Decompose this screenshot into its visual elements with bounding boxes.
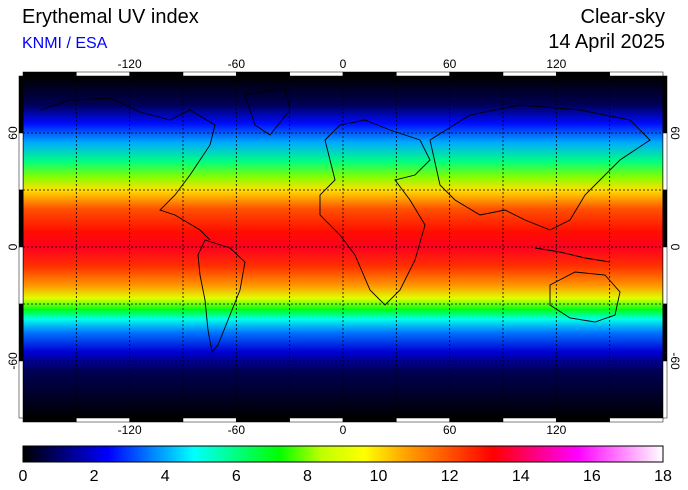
frame-scale-segment	[129, 71, 184, 77]
colorbar-tick-label: 4	[161, 468, 170, 485]
frame-scale-segment	[18, 360, 24, 419]
frame-scale-segment	[289, 71, 344, 77]
frame-scale-segment	[76, 71, 130, 77]
frame-scale-segment	[182, 417, 237, 423]
frame-scale-segment	[449, 71, 504, 77]
map-date: 14 April 2025	[548, 31, 665, 53]
longitude-labels-top: -120 -60 0 60 120	[118, 57, 567, 71]
longitude-tick-label: 60	[443, 57, 457, 71]
frame-scale-segment	[18, 189, 24, 248]
frame-scale-segment	[18, 132, 24, 191]
frame-scale-segment	[556, 417, 610, 423]
longitude-tick-label: -60	[228, 423, 246, 437]
colorbar-tick-label: 16	[583, 468, 601, 485]
frame-scale-segment	[236, 71, 290, 77]
frame-scale-segment	[662, 360, 668, 419]
frame-scale-segment	[502, 71, 557, 77]
colorbar-labels: 0 2 4 6 8 10 12 14 16 18	[19, 468, 672, 485]
frame-scale-segment	[18, 246, 24, 305]
frame-scale-segment	[236, 417, 290, 423]
colorbar-tick-label: 0	[19, 468, 28, 485]
colorbar-tick-label: 10	[370, 468, 388, 485]
frame-scale-segment	[449, 417, 504, 423]
frame-scale-segment	[609, 417, 664, 423]
sky-condition-label: Clear-sky	[580, 6, 665, 28]
coastline-south-america	[197, 239, 246, 354]
frame-scale-segment	[18, 75, 24, 134]
coastline-north-america	[39, 97, 216, 241]
frame-scale-segment	[129, 417, 184, 423]
frame-scale-segment	[662, 132, 668, 191]
frame-scale-segment	[662, 75, 668, 134]
frame-scale-segment	[76, 417, 130, 423]
frame-scale-segment	[289, 417, 344, 423]
map-title: Erythemal UV index	[22, 6, 199, 28]
frame-scale-segment	[662, 303, 668, 362]
longitude-tick-label: 0	[340, 423, 347, 437]
frame-scale-segment	[396, 417, 450, 423]
colorbar	[22, 445, 664, 463]
latitude-labels-left: 60 0 -60	[6, 126, 20, 370]
frame-scale-segment	[662, 189, 668, 248]
latitude-labels-right: 60 0 -60	[668, 126, 682, 370]
longitude-tick-label: 0	[340, 57, 347, 71]
coastline-asia	[429, 104, 651, 231]
colorbar-tick-label: 8	[303, 468, 312, 485]
coastline-greenland	[244, 87, 291, 136]
latitude-tick-label: -60	[668, 352, 682, 370]
latitude-tick-label: 60	[668, 126, 682, 140]
longitude-tick-label: 120	[546, 423, 566, 437]
latitude-tick-label: 0	[668, 244, 682, 251]
longitude-tick-label: -60	[228, 57, 246, 71]
frame-scale-segment	[396, 71, 450, 77]
latitude-tick-label: 0	[6, 243, 20, 250]
latitude-tick-label: 60	[6, 126, 20, 140]
colorbar-tick-label: 12	[441, 468, 459, 485]
colorbar-tick-label: 18	[654, 468, 672, 485]
longitude-tick-label: -120	[118, 57, 142, 71]
colorbar-tick-label: 2	[90, 468, 99, 485]
frame-scale-segment	[342, 71, 397, 77]
colorbar-tick-label: 6	[232, 468, 241, 485]
frame-scale-segment	[662, 246, 668, 305]
coastline-indonesia	[534, 247, 611, 263]
longitude-tick-label: -120	[118, 423, 142, 437]
longitude-tick-label: 60	[443, 423, 457, 437]
frame-scale-segment	[556, 71, 610, 77]
frame-scale-segment	[502, 417, 557, 423]
frame-scale-segment	[22, 417, 77, 423]
frame-scale-segment	[22, 71, 77, 77]
colorbar-tick-label: 14	[512, 468, 530, 485]
frame-scale-segment	[342, 417, 397, 423]
graticule	[23, 76, 663, 418]
frame-scale-segment	[609, 71, 664, 77]
longitude-tick-label: 120	[546, 57, 566, 71]
frame-scale-segment	[182, 71, 237, 77]
latitude-tick-label: -60	[6, 352, 20, 370]
frame-scale-bars	[18, 71, 668, 423]
longitude-labels-bottom: -120 -60 0 60 120	[118, 423, 567, 437]
source-credit: KNMI / ESA	[22, 35, 108, 52]
